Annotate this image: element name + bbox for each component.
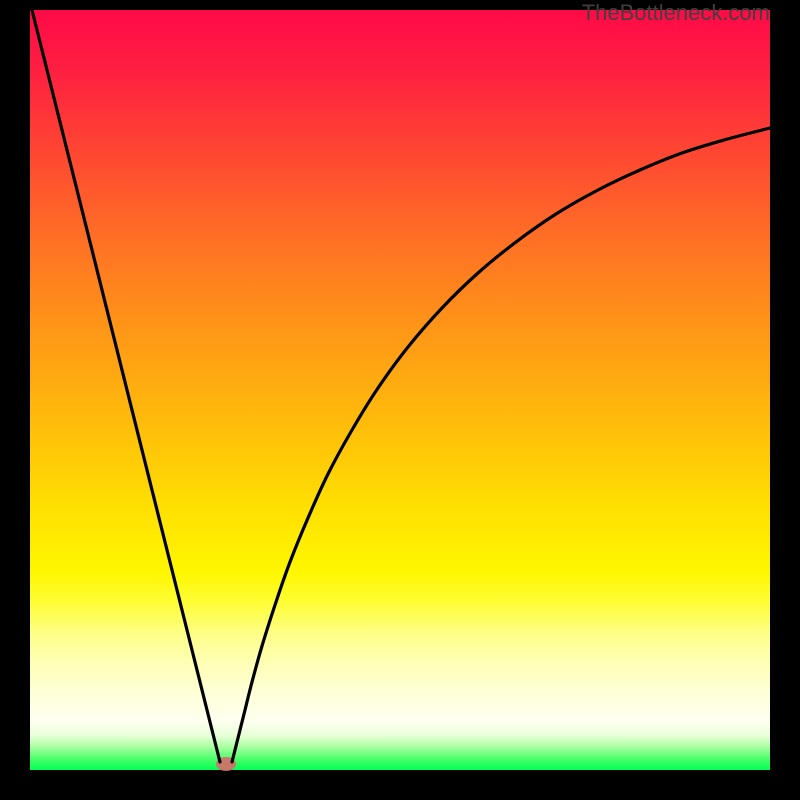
curve-left-segment (32, 10, 220, 762)
curve-right-segment (232, 128, 770, 762)
bottleneck-curve (30, 10, 770, 770)
plot-area (30, 10, 770, 770)
chart-frame: TheBottleneck.com (0, 0, 800, 800)
watermark-label: TheBottleneck.com (582, 0, 770, 26)
